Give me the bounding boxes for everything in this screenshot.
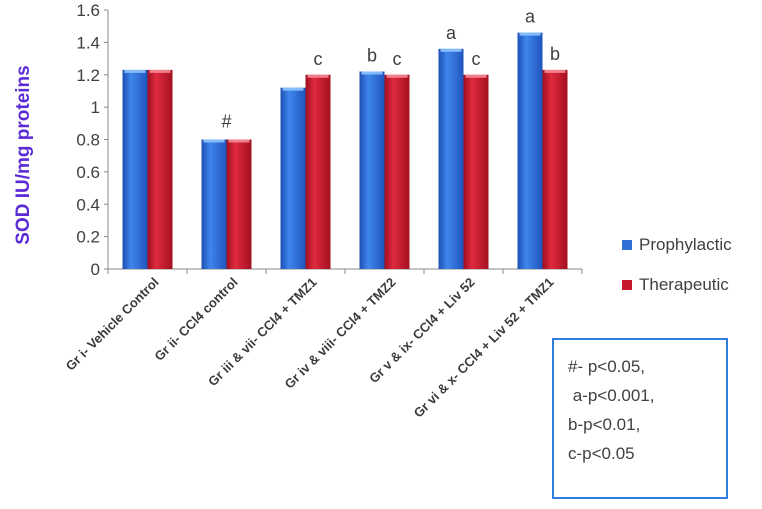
bar-highlight (124, 69, 146, 73)
y-tick-label: 1.2 (76, 66, 100, 85)
bar-therapeutic (226, 139, 252, 269)
significance-note: c-p<0.05 (568, 444, 635, 463)
bar-highlight (149, 69, 171, 73)
bar-therapeutic (542, 69, 568, 269)
significance-box: #- p<0.05, a-p<0.001, b-p<0.01, c-p<0.05 (552, 338, 728, 499)
bar-prophylactic (280, 87, 306, 269)
legend-item-prophylactic: Prophylactic (622, 225, 732, 265)
bar-prophylactic (359, 71, 385, 269)
legend-label: Therapeutic (639, 275, 729, 294)
bar-prophylactic (517, 32, 543, 269)
legend-item-therapeutic: Therapeutic (622, 265, 732, 305)
significance-label: a (446, 23, 457, 43)
legend: Prophylactic Therapeutic (622, 225, 732, 305)
bar-highlight (544, 69, 566, 73)
x-tick-label: Gr vi & x- CCl4 + Liv 52 + TMZ1 (411, 275, 557, 421)
significance-label: c (393, 49, 402, 69)
bar-therapeutic (305, 74, 331, 269)
y-axis-title: SOD IU/mg proteins (4, 40, 44, 270)
legend-swatch-prophylactic (622, 240, 632, 250)
significance-note: a-p<0.001, (568, 386, 655, 405)
bar-prophylactic (438, 48, 464, 269)
bar-prophylactic (201, 139, 227, 269)
bar-highlight (228, 139, 250, 143)
bar-highlight (465, 74, 487, 78)
x-tick-label: Gr ii- CCl4 control (151, 275, 240, 364)
significance-label: a (525, 7, 536, 27)
significance-label: b (550, 44, 560, 64)
axes: 0 0.2 0.4 0.6 0.8 1 1.2 1.4 1.6 (76, 1, 583, 279)
y-tick-label: 0.8 (76, 131, 100, 150)
y-tick-label: 0.4 (76, 195, 100, 214)
bar-highlight (307, 74, 329, 78)
significance-label: c (314, 49, 323, 69)
y-tick-label: 1.4 (76, 33, 100, 52)
y-tick-label: 1.6 (76, 1, 100, 20)
bar-highlight (440, 48, 462, 52)
y-tick-label: 0.6 (76, 163, 100, 182)
y-tick-label: 1 (91, 98, 100, 117)
significance-label: c (472, 49, 481, 69)
bar-prophylactic (122, 69, 148, 269)
group-significance-label: # (221, 112, 231, 132)
y-tick-label: 0.2 (76, 228, 100, 247)
y-tick-label: 0 (91, 260, 100, 279)
y-axis-title-text: SOD IU/mg proteins (13, 65, 34, 245)
bar-highlight (361, 71, 383, 75)
bar-highlight (282, 87, 304, 91)
bar-highlight (203, 139, 225, 143)
bar-highlight (386, 74, 408, 78)
bar-therapeutic (384, 74, 410, 269)
significance-note: #- p<0.05, (568, 357, 646, 376)
bar-highlight (519, 32, 541, 36)
x-tick-label: Gr i- Vehicle Control (63, 275, 162, 374)
bar-therapeutic (463, 74, 489, 269)
significance-label: b (367, 46, 377, 66)
legend-swatch-therapeutic (622, 280, 632, 290)
bar-therapeutic (147, 69, 173, 269)
significance-note: b-p<0.01, (568, 415, 641, 434)
legend-label: Prophylactic (639, 235, 732, 254)
